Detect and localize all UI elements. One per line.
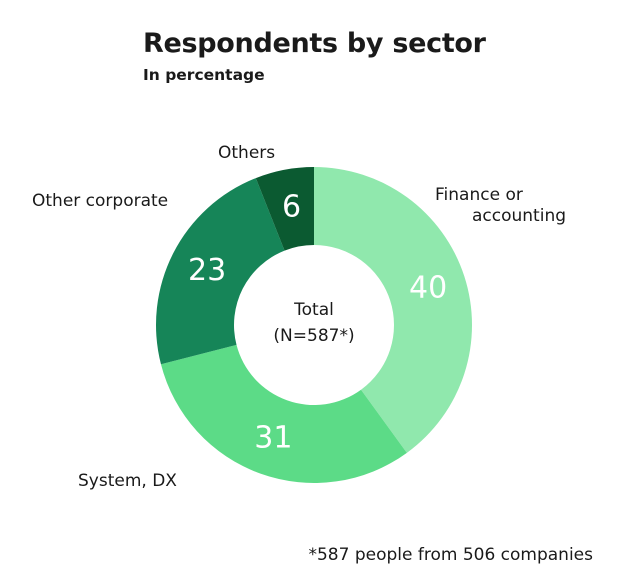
category-label-finance-or-accounting: Finance or accounting — [435, 185, 566, 226]
category-label-system-dx: System, DX — [78, 471, 177, 491]
category-label-other-corporate: Other corporate — [32, 191, 168, 211]
footnote: *587 people from 506 companies — [308, 545, 593, 565]
chart-title: Respondents by sector — [143, 28, 486, 59]
slice-other-corporate — [156, 178, 285, 365]
category-label-others: Others — [218, 143, 275, 163]
value-label-finance-or-accounting: 40 — [409, 270, 447, 305]
slice-value-labels: 40 31 23 6 — [188, 190, 447, 456]
donut-center-label: Total (N=587*) — [273, 300, 354, 346]
chart-subtitle: In percentage — [143, 66, 265, 84]
slice-category-labels: Finance or accounting System, DX Other corp… — [32, 143, 566, 491]
slice-system-dx — [160, 344, 407, 483]
slice-finance-or-accounting — [314, 167, 472, 453]
center-label-total: Total — [293, 300, 334, 320]
value-label-other-corporate: 23 — [188, 253, 226, 288]
donut-slices — [156, 167, 472, 483]
slice-others — [255, 167, 314, 251]
center-label-n: (N=587*) — [273, 326, 354, 346]
value-label-others: 6 — [282, 190, 301, 225]
value-label-system-dx: 31 — [254, 420, 292, 455]
